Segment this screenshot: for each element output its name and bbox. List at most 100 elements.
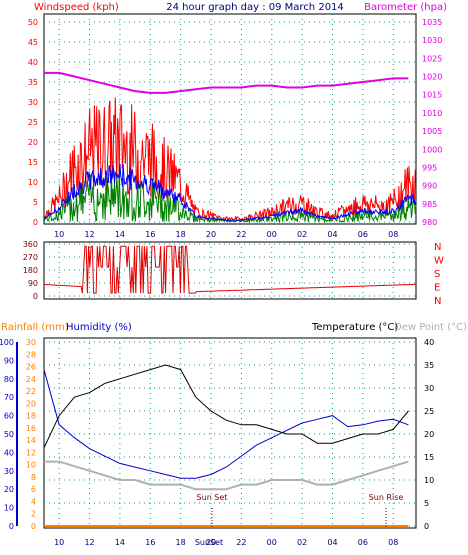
x-tick-top: 12 (84, 230, 94, 239)
x-tick-top: 16 (145, 230, 155, 239)
x-tick-bottom: 14 (115, 538, 125, 547)
x-tick-top: 18 (176, 230, 186, 239)
direction-tick: 90 (28, 279, 38, 288)
barometer-tick: 995 (422, 163, 437, 172)
rainfall-tick: 16 (26, 424, 36, 433)
humidity-line (43, 369, 409, 479)
temperature-title: Temperature (°C) (311, 322, 398, 333)
rainfall-tick: 20 (26, 399, 36, 408)
x-tick-bottom: 02 (297, 538, 307, 547)
barometer-tick: 990 (422, 182, 437, 191)
x-tick-bottom: 22 (236, 538, 246, 547)
windspeed-tick: 10 (28, 178, 38, 187)
chart-title: 24 hour graph day : 09 March 2014 (166, 2, 344, 13)
humidity-tick: 60 (4, 412, 14, 421)
compass-label: W (434, 256, 444, 267)
temperature-tick: 30 (424, 384, 434, 393)
barometer-title: Barometer (hpa) (364, 2, 447, 13)
x-tick-top: 14 (115, 230, 125, 239)
x-tick-bottom: 08 (388, 538, 398, 547)
temperature-tick: 5 (424, 499, 429, 508)
x-tick-top: 20 (206, 230, 216, 239)
temp-panel (43, 337, 417, 529)
humidity-tick: 0 (9, 522, 14, 531)
rainfall-tick: 30 (26, 338, 36, 347)
rainfall-tick: 2 (31, 510, 36, 519)
wind-direction-line (43, 245, 417, 294)
barometer-tick: 1010 (422, 109, 442, 118)
x-tick-top: 10 (54, 230, 64, 239)
windspeed-tick: 0 (33, 218, 38, 227)
barometer-tick: 1020 (422, 73, 442, 82)
temperature-line (43, 364, 409, 449)
x-tick-bottom: 20 (206, 538, 216, 547)
windspeed-tick: 25 (28, 118, 38, 127)
windspeed-tick: 15 (28, 158, 38, 167)
humidity-title: Humidity (%) (66, 322, 132, 333)
x-tick-bottom: 12 (84, 538, 94, 547)
rainfall-tick: 0 (31, 522, 36, 531)
temperature-tick: 10 (424, 476, 434, 485)
windspeed-tick: 40 (28, 58, 38, 67)
barometer-tick: 1015 (422, 91, 442, 100)
direction-tick: 0 (33, 292, 38, 301)
windspeed-tick: 30 (28, 98, 38, 107)
windspeed-title: Windspeed (kph) (34, 2, 119, 13)
humidity-tick: 50 (4, 430, 14, 439)
x-tick-top: 04 (327, 230, 337, 239)
barometer-tick: 1005 (422, 127, 442, 136)
wind-average-line (43, 163, 417, 222)
direction-tick: 360 (23, 240, 38, 249)
direction-tick: 180 (23, 266, 38, 275)
barometer-line (44, 71, 409, 94)
compass-label: N (434, 242, 441, 253)
windspeed-tick: 50 (28, 18, 38, 27)
rainfall-tick: 26 (26, 363, 36, 372)
barometer-tick: 1030 (422, 36, 442, 45)
rainfall-tick: 12 (26, 448, 36, 457)
rainfall-tick: 4 (31, 497, 36, 506)
rainfall-tick: 10 (26, 461, 36, 470)
barometer-tick: 985 (422, 200, 437, 209)
rainfall-tick: 6 (31, 485, 36, 494)
humidity-tick: 80 (4, 375, 14, 384)
humidity-tick: 90 (4, 356, 14, 365)
x-tick-top: 02 (297, 230, 307, 239)
dewpoint-title: Dew Point (°C) (394, 322, 467, 333)
x-tick-top: 06 (358, 230, 368, 239)
x-tick-bottom: 16 (145, 538, 155, 547)
barometer-tick: 980 (422, 218, 437, 227)
x-tick-bottom: 18 (176, 538, 186, 547)
x-tick-top: 08 (388, 230, 398, 239)
sunset-tick-label: SunSet (195, 538, 223, 547)
temperature-tick: 25 (424, 407, 434, 416)
sunset-label: Sun Set (197, 493, 228, 502)
humidity-tick: 100 (0, 338, 14, 347)
x-tick-top: 22 (236, 230, 246, 239)
humidity-tick: 20 (4, 485, 14, 494)
x-tick-bottom: 00 (267, 538, 277, 547)
direction-tick: 270 (23, 253, 38, 262)
barometer-tick: 1000 (422, 145, 442, 154)
rainfall-tick: 14 (26, 436, 36, 445)
wind-green-line (43, 170, 417, 224)
x-tick-bottom: 10 (54, 538, 64, 547)
rainfall-tick: 8 (31, 473, 36, 482)
windspeed-tick: 45 (28, 38, 38, 47)
temperature-tick: 35 (424, 361, 434, 370)
barometer-tick: 1035 (422, 18, 442, 27)
humidity-tick: 40 (4, 448, 14, 457)
humidity-tick: 70 (4, 393, 14, 402)
x-tick-top: 00 (267, 230, 277, 239)
windspeed-tick: 20 (28, 138, 38, 147)
humidity-tick: 30 (4, 467, 14, 476)
rainfall-tick: 24 (26, 375, 36, 384)
rainfall-tick: 28 (26, 350, 36, 359)
barometer-tick: 1025 (422, 54, 442, 63)
compass-label: S (434, 269, 440, 280)
rainfall-title: Rainfall (mm) (1, 322, 69, 333)
temperature-tick: 15 (424, 453, 434, 462)
sunrise-label: Sun Rise (369, 493, 404, 502)
x-tick-bottom: 04 (327, 538, 337, 547)
